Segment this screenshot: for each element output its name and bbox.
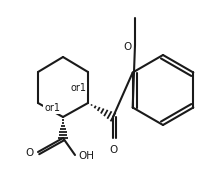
Text: OH: OH bbox=[78, 151, 94, 161]
Text: O: O bbox=[124, 42, 132, 52]
Text: or1: or1 bbox=[44, 103, 60, 113]
Text: O: O bbox=[26, 148, 34, 158]
Text: or1: or1 bbox=[70, 83, 86, 93]
Text: O: O bbox=[109, 145, 117, 155]
